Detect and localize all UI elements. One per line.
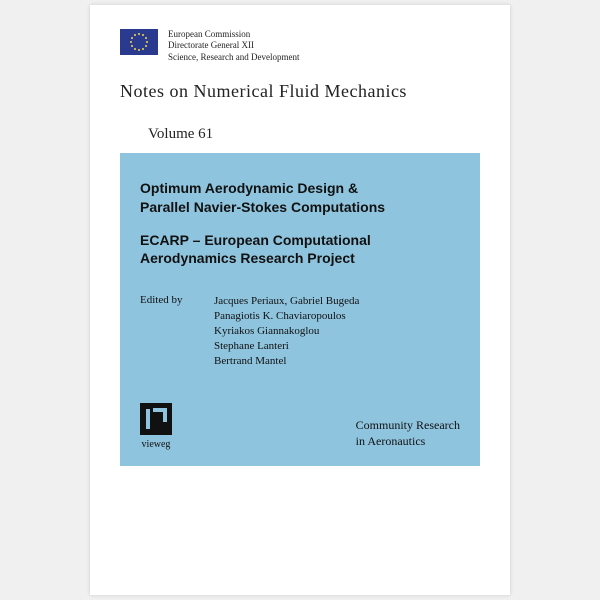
editor-list: Jacques Periaux, Gabriel Bugeda Panagiot…	[214, 294, 359, 368]
main-title: Optimum Aerodynamic Design & Parallel Na…	[140, 179, 460, 217]
block-footer: vieweg Community Research in Aeronautics	[140, 403, 460, 450]
series-title: Notes on Numerical Fluid Mechanics	[120, 81, 480, 102]
title-line: Parallel Navier-Stokes Computations	[140, 199, 385, 215]
publisher-name: vieweg	[142, 439, 171, 450]
publisher-block: vieweg	[140, 403, 172, 450]
editors-section: Edited by Jacques Periaux, Gabriel Buged…	[140, 294, 460, 368]
community-line: Community Research	[356, 418, 460, 432]
editor: Jacques Periaux, Gabriel Bugeda	[214, 294, 359, 309]
title-line: ECARP – European Computational	[140, 232, 371, 248]
community-line: in Aeronautics	[356, 434, 426, 448]
title-line: Aerodynamics Research Project	[140, 250, 355, 266]
commission-line2: Directorate General XII	[168, 40, 299, 51]
editor: Panagiotis K. Chaviaropoulos	[214, 309, 359, 324]
eu-flag-icon	[120, 29, 158, 55]
editor: Stephane Lanteri	[214, 339, 359, 354]
book-cover: European Commission Directorate General …	[90, 5, 510, 595]
vieweg-logo-icon	[140, 403, 172, 435]
commission-line3: Science, Research and Development	[168, 52, 299, 63]
title-line: Optimum Aerodynamic Design &	[140, 180, 358, 196]
sub-title: ECARP – European Computational Aerodynam…	[140, 231, 460, 269]
edited-by-label: Edited by	[140, 294, 196, 368]
community-research: Community Research in Aeronautics	[356, 418, 460, 449]
commission-text: European Commission Directorate General …	[168, 29, 299, 63]
editor: Bertrand Mantel	[214, 354, 359, 369]
header: European Commission Directorate General …	[120, 29, 480, 63]
volume-label: Volume 61	[148, 126, 480, 143]
content-block: Optimum Aerodynamic Design & Parallel Na…	[120, 153, 480, 466]
editor: Kyriakos Giannakoglou	[214, 324, 359, 339]
commission-line1: European Commission	[168, 29, 299, 40]
